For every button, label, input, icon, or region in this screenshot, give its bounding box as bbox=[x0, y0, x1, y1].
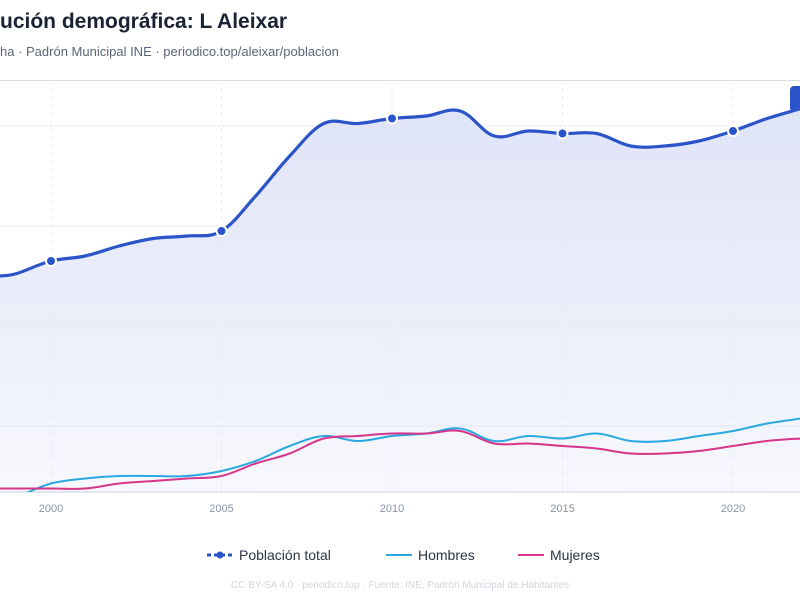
chart-subtitle: ha · Padrón Municipal INE · periodico.to… bbox=[0, 44, 339, 59]
x-tick-label-2015: 2015 bbox=[550, 503, 574, 515]
legend-label-mujeres: Mujeres bbox=[550, 547, 600, 563]
point-total-2000 bbox=[45, 255, 57, 267]
legend-swatch-hombres bbox=[386, 554, 412, 556]
chart-title: ución demográfica: L Aleixar bbox=[0, 10, 288, 33]
line-mujeres bbox=[0, 429, 800, 490]
legend-label-total: Población total bbox=[239, 547, 331, 563]
menu-button[interactable] bbox=[790, 86, 800, 112]
legend-item-mujeres[interactable]: Mujeres bbox=[518, 545, 600, 565]
point-total-2020 bbox=[727, 125, 739, 137]
line-hombres bbox=[25, 417, 800, 492]
legend-item-hombres[interactable]: Hombres bbox=[386, 545, 475, 565]
legend-swatch-total bbox=[207, 551, 233, 559]
x-tick-label-2020: 2020 bbox=[721, 503, 745, 515]
legend-item-total[interactable]: Población total bbox=[207, 545, 331, 565]
legend-label-hombres: Hombres bbox=[418, 547, 475, 563]
x-tick-label-2000: 2000 bbox=[39, 503, 63, 515]
x-tick-label-2005: 2005 bbox=[209, 503, 233, 515]
point-total-2015 bbox=[556, 127, 569, 140]
series-group bbox=[0, 107, 800, 492]
point-total-2005 bbox=[215, 225, 228, 237]
plot-area bbox=[0, 80, 800, 493]
legend: Población total Hombres Mujeres bbox=[0, 545, 800, 565]
footer-credits: CC BY-SA 4.0 · periodico.top · Fuente: I… bbox=[230, 580, 570, 591]
legend-swatch-mujeres bbox=[518, 554, 544, 556]
point-total-2010 bbox=[386, 112, 398, 125]
area-total bbox=[0, 108, 800, 492]
x-tick-label-2010: 2010 bbox=[380, 503, 404, 515]
